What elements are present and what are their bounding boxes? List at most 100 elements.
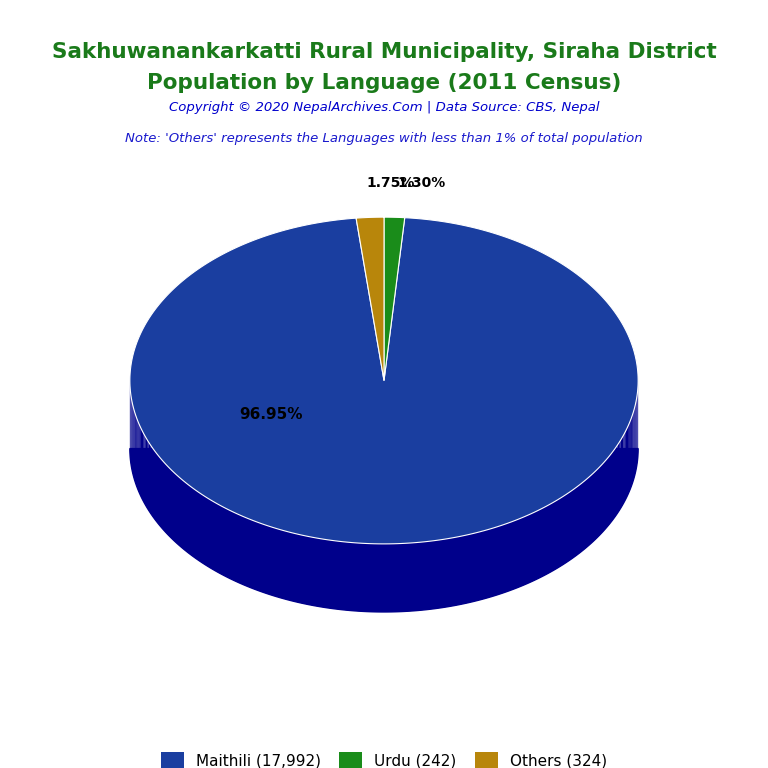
Polygon shape [591,473,594,543]
Polygon shape [260,523,263,592]
Legend: Maithili (17,992), Urdu (242), Others (324): Maithili (17,992), Urdu (242), Others (3… [154,746,614,768]
Polygon shape [221,506,224,575]
Polygon shape [613,449,614,520]
Polygon shape [594,471,595,541]
Polygon shape [384,217,405,380]
Polygon shape [587,477,589,548]
Polygon shape [439,539,443,608]
Polygon shape [179,477,181,547]
Polygon shape [531,512,535,582]
Polygon shape [174,473,177,543]
Polygon shape [535,511,538,581]
Polygon shape [547,505,549,574]
Polygon shape [294,534,298,602]
Polygon shape [480,531,484,600]
Polygon shape [628,423,629,494]
Polygon shape [201,494,204,564]
Polygon shape [428,541,432,610]
Polygon shape [631,416,632,487]
Polygon shape [495,527,498,596]
Polygon shape [491,528,495,597]
Polygon shape [589,475,591,545]
Polygon shape [256,521,260,591]
Polygon shape [498,525,502,594]
Polygon shape [619,440,621,511]
Polygon shape [544,506,547,576]
Polygon shape [177,475,179,545]
Polygon shape [142,430,143,501]
Polygon shape [579,483,582,553]
Polygon shape [582,481,584,551]
Polygon shape [154,449,155,519]
Polygon shape [218,505,221,574]
Polygon shape [270,526,273,596]
Polygon shape [139,423,140,494]
Polygon shape [170,468,172,539]
Polygon shape [250,519,253,588]
Polygon shape [324,539,328,608]
Polygon shape [362,543,366,611]
Polygon shape [273,528,276,597]
Polygon shape [148,442,150,512]
Polygon shape [253,521,256,590]
Polygon shape [473,533,477,601]
Polygon shape [505,523,508,592]
Polygon shape [409,543,412,611]
Text: 1.75%: 1.75% [366,177,415,190]
Polygon shape [447,538,451,607]
Polygon shape [405,543,409,611]
Polygon shape [184,481,186,551]
Polygon shape [283,531,287,600]
Polygon shape [140,425,141,496]
Polygon shape [343,541,347,611]
Polygon shape [378,544,382,612]
Polygon shape [143,432,144,503]
Polygon shape [571,488,574,559]
Polygon shape [147,440,148,510]
Polygon shape [212,501,215,571]
Polygon shape [137,421,139,492]
Polygon shape [347,542,351,611]
Polygon shape [310,537,313,605]
Polygon shape [287,531,291,601]
Polygon shape [246,518,250,588]
Polygon shape [622,435,624,506]
Polygon shape [172,471,174,541]
Polygon shape [424,541,428,610]
Text: Copyright © 2020 NepalArchives.Com | Data Source: CBS, Nepal: Copyright © 2020 NepalArchives.Com | Dat… [169,101,599,114]
Polygon shape [151,447,154,517]
Polygon shape [339,541,343,610]
Polygon shape [617,442,619,513]
Polygon shape [488,528,491,598]
Polygon shape [298,535,302,603]
Polygon shape [227,509,230,578]
Polygon shape [320,538,324,607]
Polygon shape [616,445,617,515]
Polygon shape [566,492,569,562]
Polygon shape [190,487,194,557]
Polygon shape [276,528,280,598]
Polygon shape [435,540,439,608]
Polygon shape [607,456,609,526]
Polygon shape [207,498,210,568]
Polygon shape [393,544,397,612]
Polygon shape [355,543,359,611]
Polygon shape [168,466,170,537]
Polygon shape [627,426,628,496]
Polygon shape [233,512,237,581]
Polygon shape [328,540,332,608]
Polygon shape [574,487,577,557]
Polygon shape [204,496,207,565]
Polygon shape [515,519,518,588]
Polygon shape [194,488,196,558]
Polygon shape [199,492,201,562]
Polygon shape [186,483,188,553]
Polygon shape [230,511,233,580]
Polygon shape [611,452,613,521]
Polygon shape [155,452,157,521]
Polygon shape [136,416,137,486]
Polygon shape [477,531,480,601]
Polygon shape [455,537,458,605]
Text: Note: 'Others' represents the Languages with less than 1% of total population: Note: 'Others' represents the Languages … [125,132,643,145]
Polygon shape [161,458,162,528]
